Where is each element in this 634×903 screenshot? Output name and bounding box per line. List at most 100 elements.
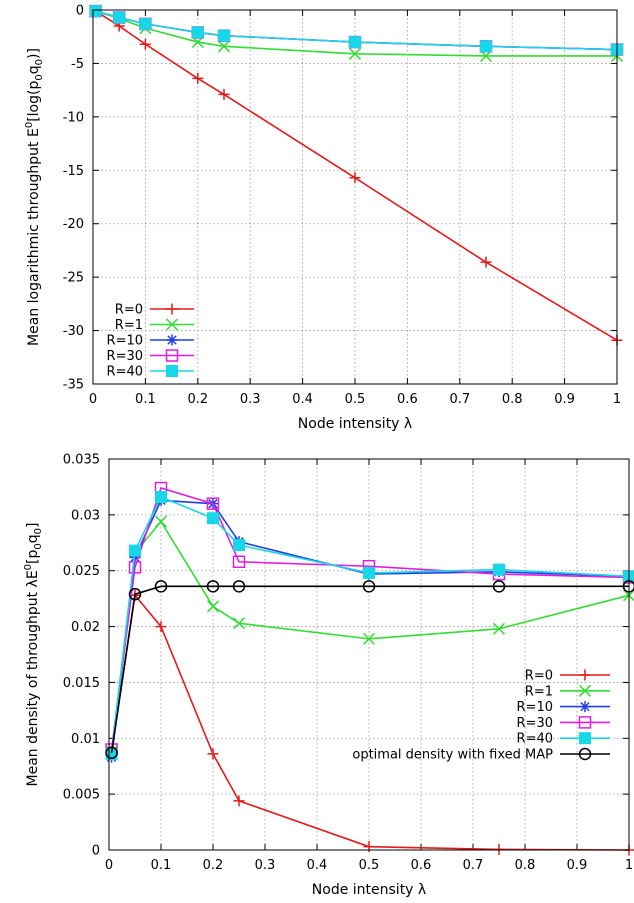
- data-point: [105, 746, 118, 760]
- y-tick-label: -5: [71, 57, 84, 72]
- data-point: [139, 38, 151, 50]
- legend-marker: [579, 701, 591, 713]
- x-tick-label: 0.7: [449, 392, 470, 407]
- y-tick-label: -10: [63, 110, 84, 125]
- data-point: [206, 580, 220, 593]
- y-tick-label: 0.015: [63, 676, 100, 691]
- data-point: [207, 512, 219, 525]
- data-point: [206, 600, 220, 613]
- data-point: [349, 36, 361, 49]
- data-point: [349, 172, 361, 184]
- grid-lines: [93, 10, 617, 384]
- y-tick-label: 0.005: [63, 788, 100, 803]
- plot-frame: [108, 458, 630, 851]
- grid-lines: [109, 459, 629, 850]
- legend-label: R=40: [517, 732, 553, 747]
- legend-marker: [579, 732, 591, 745]
- x-tick-label: 0.4: [292, 392, 313, 407]
- series-line: [95, 10, 618, 341]
- series-line: [110, 585, 629, 753]
- legend-label: R=10: [107, 334, 143, 349]
- y-tick-label: 0.02: [71, 620, 100, 635]
- legend-label: R=30: [107, 349, 143, 364]
- series-r-10: [106, 494, 634, 763]
- y-tick-label: 0.01: [71, 732, 100, 747]
- legend-marker: [578, 684, 592, 697]
- x-tick-label: 0.9: [567, 858, 588, 873]
- legend-label: R=0: [525, 669, 553, 684]
- legend-marker: [578, 747, 592, 761]
- legend-marker: [165, 318, 179, 331]
- legend-label: R=10: [517, 700, 553, 715]
- data-point: [362, 632, 376, 645]
- data-point: [232, 580, 246, 593]
- data-point: [362, 580, 376, 593]
- data-point: [154, 580, 168, 593]
- legend-label: optimal density with fixed MAP: [352, 748, 553, 763]
- x-tick-label: 0.3: [255, 858, 276, 873]
- series-r-1: [89, 5, 624, 62]
- data-point: [363, 566, 375, 579]
- data-point: [207, 748, 219, 760]
- y-axis-title: Mean density of throughput λE0[p0q0]: [23, 522, 44, 786]
- x-tick-label: 0.9: [554, 392, 575, 407]
- legend-marker: [579, 669, 591, 681]
- data-point: [128, 587, 142, 601]
- data-point: [232, 617, 246, 630]
- data-point: [155, 621, 167, 633]
- legend-marker: [166, 365, 178, 377]
- x-tick-label: 0.6: [397, 392, 418, 407]
- throughput-density-chart: 0 0.1 0.2 0.3 0.4 0.5 0.6 0.7 0.8 0.9 1 0 0.005 0.01 0…: [23, 453, 634, 898]
- x-tick-label: 0.2: [187, 392, 208, 407]
- data-point: [154, 515, 168, 528]
- y-tick-label: 0.03: [71, 508, 100, 523]
- x-tick-label: 0.1: [151, 858, 172, 873]
- x-tick-label: 1: [625, 858, 633, 873]
- series-r-1: [105, 515, 634, 758]
- x-tick-label: 0.4: [307, 858, 328, 873]
- series-line: [110, 593, 630, 851]
- y-tick-label: -25: [63, 271, 84, 286]
- x-tick-label: 0.3: [240, 392, 261, 407]
- data-point: [139, 17, 152, 30]
- series-line: [110, 495, 630, 755]
- x-tick-label: 0.5: [359, 858, 380, 873]
- data-point: [218, 29, 230, 42]
- series-r-0: [106, 589, 634, 856]
- x-axis-title: Node intensity λ: [312, 882, 426, 898]
- data-point: [493, 843, 505, 855]
- y-axis-title: Mean logarithmic throughput E0[log(p0q0)…: [24, 48, 45, 346]
- log-throughput-chart: 0 0.1 0.2 0.3 0.4 0.5 0.6 0.7 0.8 0.9 1 0 -5 -10 -15 -2…: [24, 4, 624, 432]
- data-point: [218, 88, 230, 100]
- data-point: [128, 561, 142, 574]
- legend-marker: [166, 334, 178, 346]
- y-tick-label: -35: [63, 378, 84, 393]
- legend-label: R=1: [525, 684, 553, 699]
- legend-label: R=0: [115, 303, 143, 318]
- data-point: [206, 497, 220, 510]
- data-point: [155, 490, 167, 503]
- plot-frame: [92, 9, 618, 385]
- data-point: [492, 580, 506, 593]
- series-r-40: [105, 490, 634, 760]
- x-tick-label: 0.2: [203, 858, 224, 873]
- legend-marker: [578, 716, 592, 729]
- x-tick-label: 0.8: [515, 858, 536, 873]
- x-tick-label: 0: [89, 392, 97, 407]
- data-point: [493, 563, 505, 576]
- data-point: [233, 539, 245, 552]
- y-tick-label: 0: [92, 844, 100, 859]
- y-tick-label: 0.035: [63, 453, 100, 468]
- x-tick-label: 0.5: [345, 392, 366, 407]
- data-point: [233, 795, 245, 807]
- data-point: [480, 256, 492, 268]
- x-tick-label: 0.6: [411, 858, 432, 873]
- x-tick-label: 1: [613, 392, 621, 407]
- series-line: [95, 10, 617, 57]
- series-r-30: [105, 481, 634, 756]
- legend-label: R=1: [115, 318, 143, 333]
- legend: R=0R=1R=10R=30R=40: [107, 303, 194, 380]
- series-r-40: [89, 5, 623, 56]
- data-point: [113, 11, 126, 24]
